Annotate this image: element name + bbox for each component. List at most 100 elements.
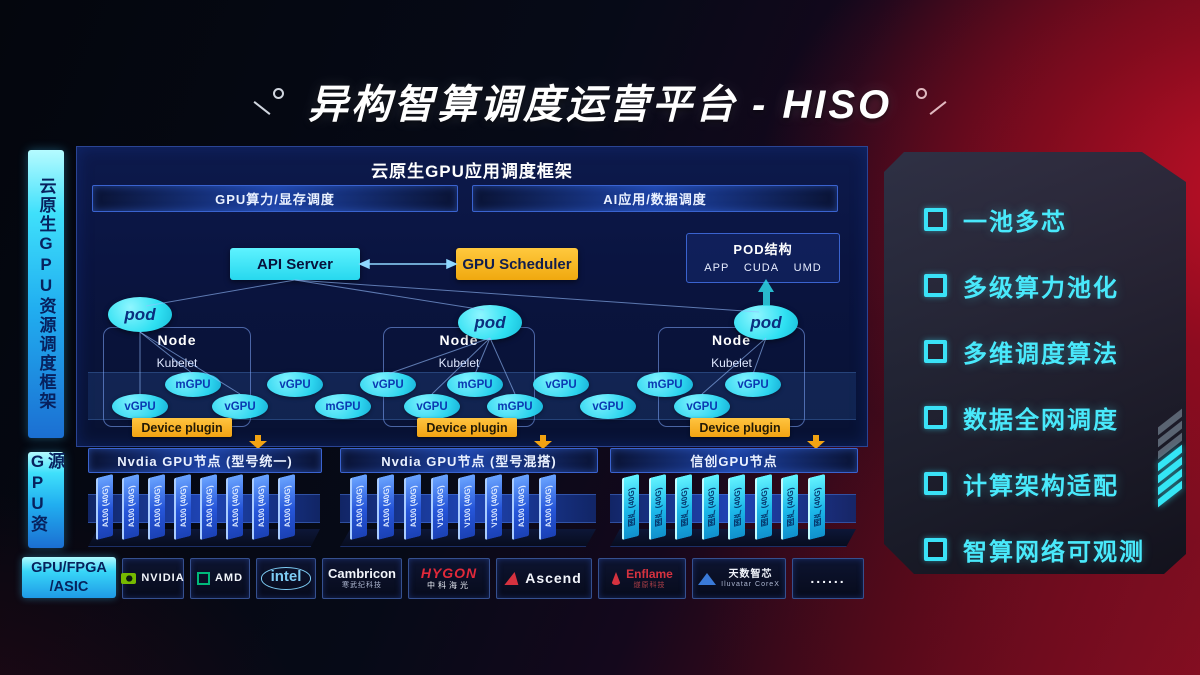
- vendor-subtitle: 燧原科技: [633, 581, 666, 589]
- kubelet-label: Kubelet: [438, 356, 480, 370]
- vgpu-ellipse[interactable]: vGPU: [725, 372, 781, 397]
- gpu-card-left: A100 (40G): [122, 473, 139, 541]
- feature-item-3: 多维调度算法: [924, 318, 1145, 384]
- gpu-card-right: 国产 (40G): [675, 473, 692, 541]
- circuit-node-icon-left: [252, 86, 286, 116]
- api-server-box[interactable]: API Server: [230, 248, 360, 280]
- vendor-subtitle: 寒武纪科技: [342, 582, 382, 590]
- vendor-cambricon[interactable]: Cambricon 寒武纪科技: [322, 558, 402, 599]
- vgpu-ellipse[interactable]: vGPU: [580, 394, 636, 419]
- pod-ellipse-1[interactable]: pod: [108, 297, 172, 332]
- feature-item-6: 智算网络可观测: [924, 516, 1145, 582]
- gpu-card-middle: A100 (40G): [512, 473, 529, 541]
- vgpu-ellipse[interactable]: vGPU: [360, 372, 416, 397]
- square-bullet-icon: [924, 274, 947, 297]
- vendor-ascend[interactable]: Ascend: [496, 558, 592, 599]
- feature-item-2: 多级算力池化: [924, 252, 1145, 318]
- gpu-card-label: 国产 (40G): [627, 486, 636, 528]
- vendor-iluvatar[interactable]: 天数智芯 Iluvatar CoreX: [692, 558, 786, 599]
- vendor-enflame[interactable]: Enflame 燧原科技: [598, 558, 686, 599]
- vendor-amd[interactable]: AMD: [190, 558, 250, 599]
- pod-ellipse-3[interactable]: pod: [734, 305, 798, 340]
- gpu-card-right: 国产 (40G): [807, 473, 825, 541]
- sched-bar-gpu-compute[interactable]: GPU算力/显存调度: [92, 185, 458, 212]
- gpu-card-label: A100 (40G): [257, 484, 266, 529]
- vendor-name: HYGON: [420, 564, 478, 581]
- vendor-name: Ascend: [525, 569, 582, 586]
- gpu-card-middle: A100 (40G): [350, 473, 367, 541]
- vgpu-ellipse[interactable]: vGPU: [404, 394, 460, 419]
- gpu-card-left: A100 (40G): [200, 473, 217, 541]
- gpu-card-label: 国产 (40G): [733, 486, 742, 528]
- square-bullet-icon: [924, 340, 947, 363]
- feature-label: 多维调度算法: [963, 340, 1119, 368]
- gpu-card-label: A100 (40G): [409, 484, 418, 529]
- device-plugin-3[interactable]: Device plugin: [690, 418, 790, 437]
- feature-label: 多级算力池化: [963, 274, 1119, 302]
- device-plugin-1[interactable]: Device plugin: [132, 418, 232, 437]
- gpu-card-label: V100 (40G): [490, 484, 499, 529]
- sidebar-framework-rail: 云原生GPU资源调度框架: [28, 150, 64, 438]
- hardware-type-box: GPU/FPGA /ASIC: [22, 557, 116, 598]
- gpu-card-label: 国产 (40G): [680, 486, 689, 528]
- feature-label: 计算架构适配: [963, 472, 1119, 500]
- gpu-card-label: 国产 (40G): [653, 486, 663, 528]
- node-header-nvidia-mixed: Nvdia GPU节点 (型号混搭): [340, 448, 598, 473]
- square-bullet-icon: [924, 406, 947, 429]
- gpu-card-label: A100 (40G): [382, 484, 391, 529]
- vendor-subtitle: 中科海光: [427, 581, 471, 591]
- vgpu-ellipse[interactable]: vGPU: [674, 394, 730, 419]
- gpu-card-label: A100 (40G): [517, 484, 526, 529]
- sidebar-framework-label: 云原生GPU资源调度框架: [36, 177, 56, 411]
- gpu-card-left: A100 (40G): [278, 473, 295, 541]
- sidebar-gpu-resource-rail: GPU资源: [28, 452, 64, 548]
- node-label: Node: [157, 332, 197, 348]
- kubelet-label: Kubelet: [156, 356, 198, 370]
- mgpu-ellipse[interactable]: mGPU: [487, 394, 543, 419]
- mgpu-ellipse[interactable]: mGPU: [637, 372, 693, 397]
- enflame-logo-icon: [611, 572, 622, 585]
- vgpu-ellipse[interactable]: vGPU: [112, 394, 168, 419]
- mgpu-ellipse[interactable]: mGPU: [165, 372, 221, 397]
- node-header-nvidia-uniform: Nvdia GPU节点 (型号统一): [88, 448, 322, 473]
- square-bullet-icon: [924, 208, 947, 231]
- gpu-card-label: A100 (40G): [231, 484, 240, 529]
- gpu-card-label: A100 (40G): [355, 484, 364, 529]
- vendor-intel[interactable]: intel: [256, 558, 316, 599]
- amd-logo-icon: [196, 572, 210, 585]
- gpu-card-left: A100 (40G): [174, 473, 191, 541]
- vgpu-ellipse[interactable]: vGPU: [533, 372, 589, 397]
- kubelet-label: Kubelet: [711, 356, 752, 370]
- gpu-card-label: A100 (40G): [283, 484, 292, 529]
- gpu-card-left: A100 (40G): [148, 473, 165, 541]
- vgpu-ellipse[interactable]: vGPU: [267, 372, 323, 397]
- gpu-card-label: 国产 (40G): [786, 486, 795, 528]
- gpu-card-left: A100 (40G): [96, 473, 113, 541]
- pod-ellipse-2[interactable]: pod: [458, 305, 522, 340]
- nvidia-logo-icon: [121, 573, 137, 584]
- pod-struct-item-umd: UMD: [793, 262, 822, 274]
- feature-list: 一池多芯 多级算力池化 多维调度算法 数据全网调度 计算架构适配 智算网络可观测: [924, 186, 1145, 582]
- vendor-dots[interactable]: ......: [792, 558, 864, 599]
- gpu-scheduler-box[interactable]: GPU Scheduler: [456, 248, 578, 280]
- gpu-card-label: 国产 (40G): [706, 486, 716, 528]
- square-bullet-icon: [924, 472, 947, 495]
- gpu-card-left: A100 (40G): [226, 473, 243, 541]
- feature-item-5: 计算架构适配: [924, 450, 1145, 516]
- device-plugin-2[interactable]: Device plugin: [417, 418, 517, 437]
- framework-panel-title: 云原生GPU应用调度框架: [371, 162, 573, 181]
- vendor-hygon[interactable]: HYGON 中科海光: [408, 558, 490, 599]
- sched-bar-ai-data[interactable]: AI应用/数据调度: [472, 185, 838, 212]
- gpu-card-middle: A100 (40G): [377, 473, 394, 541]
- gpu-card-label: A100 (40G): [101, 484, 110, 529]
- mgpu-ellipse[interactable]: mGPU: [447, 372, 503, 397]
- vendor-nvidia[interactable]: NVIDIA: [121, 558, 185, 599]
- gpu-card-left: A100 (40G): [252, 473, 269, 541]
- vgpu-ellipse[interactable]: vGPU: [212, 394, 268, 419]
- hazard-stripes-icon: [1158, 418, 1182, 498]
- vendor-name: NVIDIA: [141, 572, 185, 585]
- mgpu-ellipse[interactable]: mGPU: [315, 394, 371, 419]
- sidebar-gpu-resource-label: GPU资源: [28, 452, 64, 534]
- gpu-card-middle: A100 (40G): [404, 473, 421, 541]
